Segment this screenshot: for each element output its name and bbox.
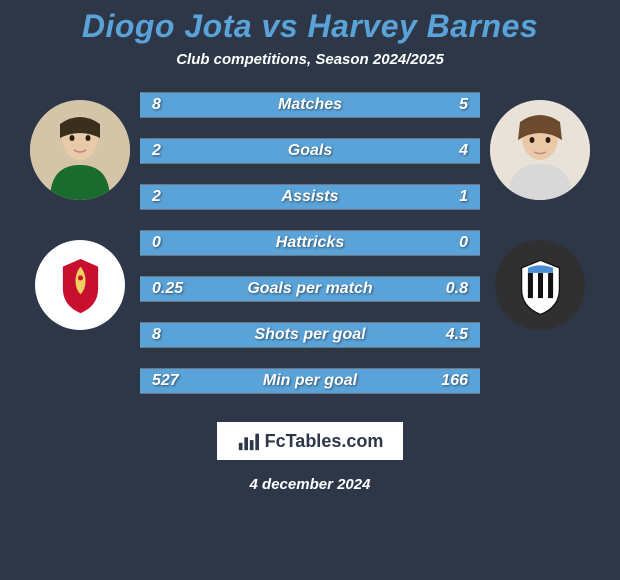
- club-left-badge: [35, 240, 125, 330]
- player-left-avatar: [30, 100, 130, 200]
- stat-value-right: 0.8: [446, 280, 468, 298]
- stat-value-right: 5: [459, 96, 468, 114]
- stat-label: Min per goal: [263, 372, 357, 390]
- stat-value-left: 8: [152, 96, 161, 114]
- avatar-placeholder-icon: [490, 100, 590, 200]
- avatar-placeholder-icon: [30, 100, 130, 200]
- main-content: 8 Matches 5 2 Goals 4 2 Assists 1 0 Hattricks 0 0.25…: [0, 92, 620, 394]
- stat-value-left: 527: [152, 372, 179, 390]
- stat-label: Shots per goal: [254, 326, 365, 344]
- side-right: [480, 92, 600, 330]
- stat-value-left: 0.25: [152, 280, 183, 298]
- stat-value-right: 0: [459, 234, 468, 252]
- stat-value-right: 4: [459, 142, 468, 160]
- page-subtitle: Club competitions, Season 2024/2025: [176, 51, 444, 68]
- stat-label: Assists: [282, 188, 339, 206]
- player-right-avatar: [490, 100, 590, 200]
- stats-column: 8 Matches 5 2 Goals 4 2 Assists 1 0 Hattricks 0 0.25…: [140, 92, 480, 394]
- footer-date: 4 december 2024: [250, 476, 371, 493]
- stat-value-left: 0: [152, 234, 161, 252]
- stat-row: 527 Min per goal 166: [140, 368, 480, 394]
- stat-row: 8 Matches 5: [140, 92, 480, 118]
- stat-label: Matches: [278, 96, 342, 114]
- stat-row: 2 Goals 4: [140, 138, 480, 164]
- liverpool-crest-icon: [49, 254, 112, 317]
- stat-row: 0.25 Goals per match 0.8: [140, 276, 480, 302]
- stat-value-left: 2: [152, 188, 161, 206]
- stat-row: 8 Shots per goal 4.5: [140, 322, 480, 348]
- stat-value-left: 8: [152, 326, 161, 344]
- bar-chart-icon: [237, 430, 259, 452]
- side-left: [20, 92, 140, 330]
- branding-text: FcTables.com: [265, 431, 384, 452]
- stat-fill-right: [252, 139, 480, 163]
- stat-row: 0 Hattricks 0: [140, 230, 480, 256]
- stat-row: 2 Assists 1: [140, 184, 480, 210]
- stat-value-left: 2: [152, 142, 161, 160]
- stat-label: Goals: [288, 142, 332, 160]
- stat-value-right: 1: [459, 188, 468, 206]
- comparison-card: Diogo Jota vs Harvey Barnes Club competi…: [0, 0, 620, 580]
- branding-badge: FcTables.com: [217, 422, 404, 460]
- newcastle-crest-icon: [509, 254, 572, 317]
- stat-label: Hattricks: [276, 234, 344, 252]
- stat-label: Goals per match: [247, 280, 372, 298]
- stat-value-right: 166: [441, 372, 468, 390]
- stat-value-right: 4.5: [446, 326, 468, 344]
- page-title: Diogo Jota vs Harvey Barnes: [82, 8, 538, 45]
- club-right-badge: [495, 240, 585, 330]
